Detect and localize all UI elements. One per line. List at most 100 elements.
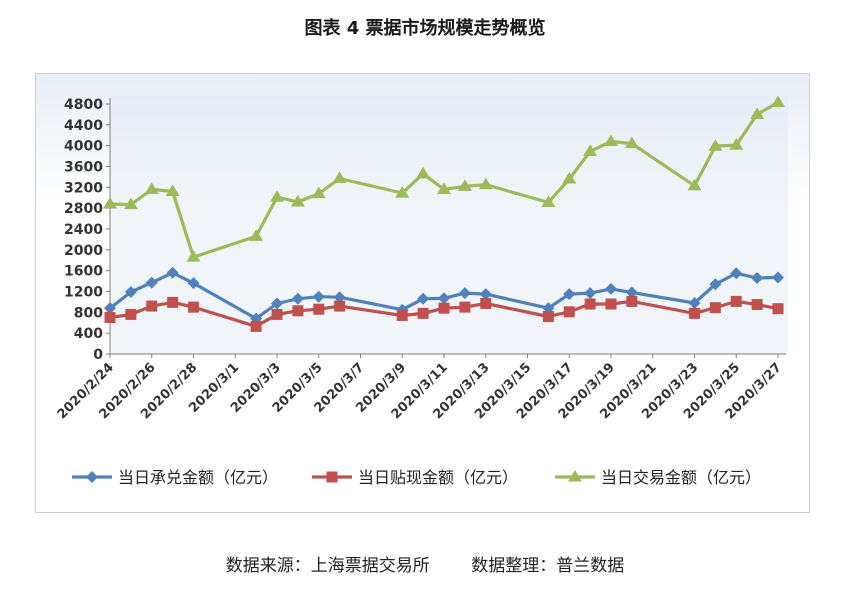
chart-area <box>35 73 810 513</box>
y-tick-label: 3200 <box>64 180 103 196</box>
chart-title: 图表 4 票据市场规模走势概览 <box>304 18 546 39</box>
data-point <box>186 250 201 262</box>
data-point <box>438 292 450 305</box>
data-point <box>541 195 556 207</box>
data-point <box>311 186 326 199</box>
data-point <box>624 136 639 149</box>
data-point <box>480 297 492 309</box>
legend-item: 当日承兑金额（亿元） <box>72 468 278 487</box>
data-point <box>751 271 764 284</box>
data-point <box>416 166 431 179</box>
series-1 <box>104 266 784 325</box>
data-point <box>709 278 722 291</box>
data-point <box>396 309 408 321</box>
line-chart: 0 400 800 1200 1600 2000 2400 2800 3200 3600 4000 4… <box>55 95 788 487</box>
y-tick-label: 800 <box>74 305 103 321</box>
legend-item: 当日交易金额（亿元） <box>555 468 761 487</box>
data-point <box>751 299 763 311</box>
data-source: 数据来源：上海票据交易所 <box>225 556 430 576</box>
y-tick-label: 1200 <box>64 285 103 301</box>
data-point <box>86 471 98 483</box>
data-point <box>292 305 304 317</box>
data-point <box>729 138 744 150</box>
data-point <box>250 320 262 332</box>
data-point <box>605 282 617 295</box>
data-point <box>187 277 200 290</box>
data-point <box>479 288 492 301</box>
data-point <box>167 296 179 308</box>
legend-label: 当日贴现金额（亿元） <box>358 468 518 487</box>
data-point <box>313 303 325 315</box>
data-point <box>146 300 158 312</box>
data-point <box>270 190 284 202</box>
data-point <box>750 107 765 119</box>
data-point <box>568 470 582 482</box>
data-point <box>123 197 138 210</box>
data-point <box>103 197 117 209</box>
data-point <box>563 288 576 301</box>
data-point <box>291 292 304 305</box>
data-point <box>478 177 493 190</box>
data-point <box>271 308 283 320</box>
data-point <box>542 311 554 322</box>
data-point <box>687 178 702 191</box>
data-point <box>563 306 575 318</box>
data-point <box>437 182 451 194</box>
y-tick-label: 400 <box>74 326 103 342</box>
data-point <box>125 308 137 320</box>
data-point <box>772 303 784 315</box>
data-point <box>709 302 721 314</box>
data-point <box>326 471 338 483</box>
data-point <box>312 290 325 303</box>
y-tick-label: 3600 <box>64 160 103 176</box>
data-point <box>144 182 159 194</box>
data-point <box>458 287 471 300</box>
data-point <box>124 286 137 299</box>
y-tick-label: 2000 <box>64 243 103 259</box>
data-point <box>730 267 743 280</box>
data-point <box>290 194 305 207</box>
data-point <box>438 302 450 314</box>
data-point <box>459 301 471 313</box>
data-point <box>104 302 116 315</box>
legend-item: 当日贴现金额（亿元） <box>312 468 518 487</box>
data-point <box>584 287 597 300</box>
data-point <box>188 301 199 313</box>
y-tick-label: 0 <box>93 347 103 363</box>
data-point <box>165 184 180 197</box>
data-point <box>249 229 264 241</box>
y-tick-label: 4800 <box>64 97 103 113</box>
y-tick-label: 2800 <box>64 201 103 217</box>
data-point <box>417 292 430 305</box>
data-compiler: 数据整理：普兰数据 <box>471 556 625 576</box>
data-point <box>334 300 346 312</box>
data-point <box>332 171 347 184</box>
data-point <box>626 295 638 307</box>
data-point <box>689 307 700 319</box>
data-point <box>625 286 638 299</box>
data-point <box>271 297 283 310</box>
data-point <box>104 312 116 324</box>
data-point <box>688 296 701 309</box>
series-3 <box>103 95 785 262</box>
data-point <box>583 144 598 156</box>
plot-background <box>110 96 788 354</box>
data-point <box>584 298 596 310</box>
y-tick-label: 2400 <box>64 222 103 238</box>
legend-label: 当日交易金额（亿元） <box>601 468 761 487</box>
data-point <box>771 95 785 107</box>
data-point <box>605 298 617 310</box>
legend-label: 当日承兑金额（亿元） <box>118 468 278 487</box>
data-point <box>333 291 346 304</box>
data-point <box>730 295 742 307</box>
data-point <box>772 271 784 284</box>
data-point <box>457 179 472 191</box>
data-point <box>708 139 723 151</box>
series-2 <box>104 295 784 332</box>
y-tick-label: 4000 <box>64 139 103 155</box>
y-tick-label: 1600 <box>64 264 103 280</box>
footer: 数据来源：上海票据交易所 数据整理：普兰数据 <box>0 551 850 576</box>
data-point <box>145 276 158 289</box>
data-point <box>604 134 618 147</box>
data-point <box>417 307 429 319</box>
